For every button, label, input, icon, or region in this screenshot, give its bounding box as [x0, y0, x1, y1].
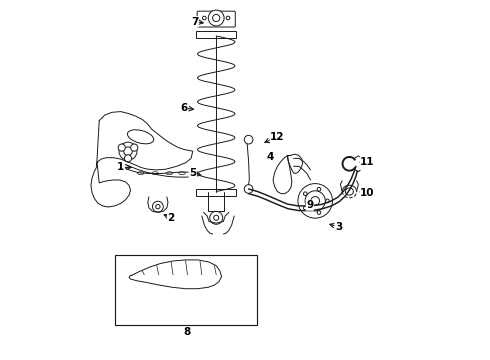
Text: 11: 11	[360, 157, 375, 167]
Circle shape	[220, 275, 228, 283]
Ellipse shape	[137, 172, 144, 175]
Circle shape	[202, 16, 206, 20]
Circle shape	[298, 184, 333, 218]
Bar	[196, 189, 236, 196]
Circle shape	[303, 192, 307, 195]
Circle shape	[119, 142, 137, 160]
Circle shape	[317, 188, 321, 191]
Circle shape	[216, 271, 232, 287]
Circle shape	[131, 144, 138, 151]
Circle shape	[214, 215, 219, 220]
Circle shape	[245, 185, 253, 193]
Bar	[196, 31, 236, 38]
Bar	[115, 255, 257, 325]
Ellipse shape	[127, 130, 154, 144]
Ellipse shape	[166, 172, 172, 175]
Text: 12: 12	[270, 132, 285, 142]
Text: 7: 7	[191, 17, 198, 27]
Circle shape	[326, 199, 329, 203]
Circle shape	[121, 283, 135, 297]
Text: 8: 8	[184, 327, 191, 337]
Text: 3: 3	[335, 222, 342, 232]
Circle shape	[213, 14, 220, 22]
Circle shape	[317, 211, 321, 214]
Circle shape	[208, 10, 224, 26]
Circle shape	[245, 135, 253, 144]
Text: 5: 5	[189, 168, 196, 178]
Ellipse shape	[179, 172, 185, 175]
Circle shape	[118, 144, 125, 151]
Circle shape	[303, 206, 307, 210]
Circle shape	[124, 155, 132, 162]
Circle shape	[123, 147, 132, 156]
Ellipse shape	[152, 172, 158, 175]
Circle shape	[125, 287, 131, 293]
FancyBboxPatch shape	[197, 11, 235, 27]
Circle shape	[152, 201, 163, 212]
Text: 1: 1	[117, 162, 124, 172]
Text: 4: 4	[267, 152, 274, 162]
Circle shape	[156, 204, 160, 209]
Circle shape	[226, 16, 230, 20]
Text: 2: 2	[168, 213, 175, 223]
Circle shape	[305, 191, 325, 211]
Text: 6: 6	[180, 103, 188, 113]
Circle shape	[311, 197, 319, 205]
Text: 10: 10	[360, 188, 375, 198]
Text: 9: 9	[306, 200, 314, 210]
Circle shape	[210, 211, 222, 224]
